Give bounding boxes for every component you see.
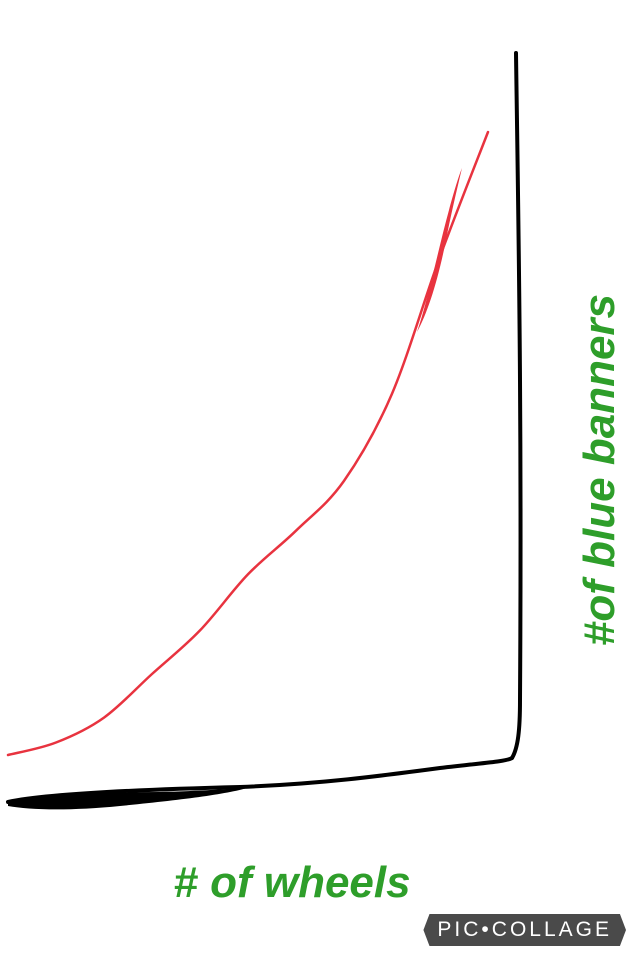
- x-axis: [6, 756, 514, 804]
- series-line: [6, 130, 490, 757]
- y-axis-label: #of blue banners: [575, 293, 624, 647]
- pic-collage-watermark: PIC•COLLAGE: [423, 914, 626, 946]
- series-line-thick-segment: [417, 168, 462, 332]
- x-axis-thick-stroke: [8, 787, 250, 810]
- x-axis-label: # of wheels: [173, 858, 411, 907]
- y-axis: [510, 51, 523, 760]
